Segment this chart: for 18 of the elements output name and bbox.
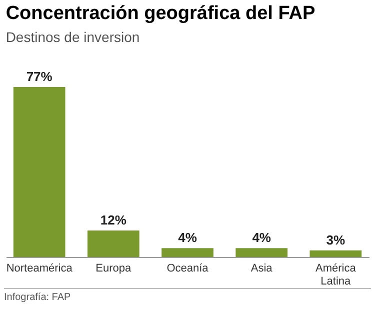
bar xyxy=(162,248,214,257)
text: Infografía: FAP xyxy=(4,288,371,303)
bar xyxy=(13,87,66,257)
bar xyxy=(236,248,288,257)
data-label: 4% xyxy=(178,230,198,246)
x-tick-label: Europa xyxy=(96,262,132,274)
chart-title: Concentración geográfica del FAP xyxy=(6,3,316,24)
data-label: 4% xyxy=(252,230,272,246)
data-label: 77% xyxy=(26,69,53,84)
x-tick-label: América Latina xyxy=(315,262,357,288)
bar xyxy=(87,230,140,257)
bar xyxy=(310,250,362,257)
x-tick-label: Norteamérica xyxy=(6,262,74,274)
data-label: 3% xyxy=(326,232,346,248)
chart-subtitle: Destinos de inversion xyxy=(6,29,140,45)
data-label: 12% xyxy=(100,212,127,228)
x-tick-label: Oceanía xyxy=(166,262,210,274)
x-tick-label: Asia xyxy=(250,262,274,274)
